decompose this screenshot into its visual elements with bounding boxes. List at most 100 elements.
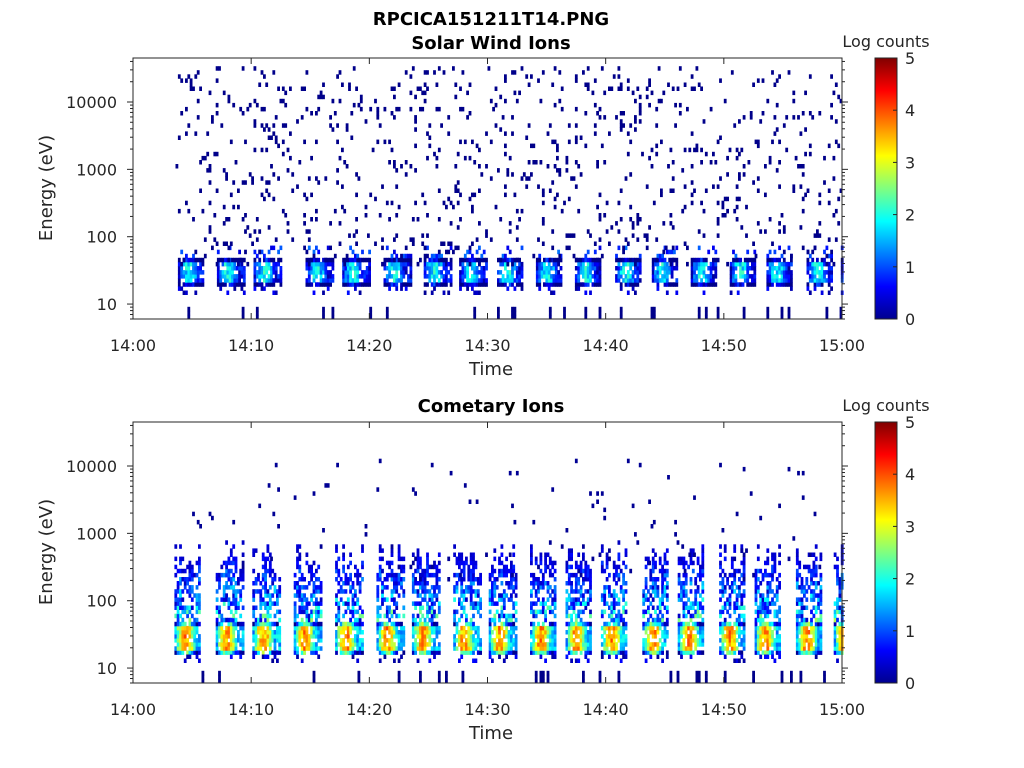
spectrogram-cell — [723, 621, 727, 627]
spectrogram-cell — [416, 613, 420, 619]
spectrogram-cell — [219, 286, 223, 291]
spectrogram-cell — [471, 257, 474, 263]
spectrogram-cell — [248, 172, 252, 177]
spectrogram-cell — [244, 213, 247, 218]
spectrogram-cell — [532, 638, 536, 643]
spectrogram-cell — [651, 266, 655, 271]
spectrogram-cell — [582, 266, 585, 271]
spectrogram-cell — [701, 560, 705, 566]
spectrogram-cell — [239, 654, 243, 659]
spectrogram-cell — [499, 261, 503, 267]
spectrogram-cell — [539, 552, 543, 557]
spectrogram-cell — [780, 310, 784, 316]
spectrogram-cell — [471, 286, 474, 291]
spectrogram-cell — [234, 650, 238, 655]
spectrogram-cell — [222, 617, 226, 623]
spectrogram-cell — [376, 646, 380, 651]
spectrogram-cell — [198, 634, 201, 639]
spectrogram-cell — [615, 221, 618, 226]
spectrogram-cell — [622, 650, 625, 655]
spectrogram-cell — [239, 613, 243, 619]
spectrogram-cell — [690, 270, 694, 275]
spectrogram-cell — [466, 257, 469, 263]
spectrogram-cell — [430, 270, 434, 275]
spectrogram-cell — [553, 585, 557, 590]
spectrogram-cell — [610, 642, 614, 647]
spectrogram-cell — [539, 634, 543, 639]
spectrogram-cell — [636, 221, 640, 226]
spectrogram-cell — [235, 274, 239, 279]
spectrogram-cell — [624, 654, 628, 659]
spectrogram-cell — [584, 638, 588, 643]
spectrogram-cell — [491, 650, 494, 655]
spectrogram-cell — [617, 266, 621, 271]
spectrogram-cell — [395, 274, 399, 279]
spectrogram-cell — [650, 310, 654, 316]
spectrogram-cell — [467, 589, 471, 594]
spectrogram-cell — [411, 630, 415, 635]
spectrogram-cell — [472, 613, 475, 619]
spectrogram-cell — [248, 233, 252, 238]
spectrogram-cell — [577, 261, 581, 267]
spectrogram-cell — [574, 581, 578, 586]
spectrogram-cell — [433, 642, 436, 647]
spectrogram-cell — [467, 572, 471, 578]
spectrogram-cell — [349, 261, 352, 267]
spectrogram-cell — [266, 593, 270, 598]
spectrogram-cell — [279, 274, 283, 279]
spectrogram-cell — [638, 261, 642, 267]
spectrogram-cell — [226, 261, 230, 267]
spectrogram-cell — [501, 115, 505, 120]
spectrogram-cell — [393, 257, 396, 263]
spectrogram-cell — [696, 560, 700, 566]
spectrogram-cell — [395, 621, 399, 627]
spectrogram-cell — [642, 609, 646, 615]
spectrogram-cell — [610, 613, 614, 619]
spectrogram-cell — [785, 270, 789, 275]
spectrogram-cell — [265, 123, 269, 128]
spectrogram-cell — [472, 601, 475, 606]
spectrogram-cell — [190, 577, 194, 582]
spectrogram-cell — [390, 646, 394, 651]
spectrogram-cell — [305, 642, 309, 647]
spectrogram-cell — [303, 646, 306, 651]
spectrogram-cell — [419, 650, 422, 655]
spectrogram-cell — [661, 593, 664, 598]
spectrogram-cell — [345, 123, 349, 128]
spectrogram-cell — [472, 625, 475, 631]
spectrogram-cell — [183, 642, 187, 647]
spectrogram-cell — [645, 237, 649, 242]
spectrogram-cell — [435, 274, 439, 279]
spectrogram-cell — [255, 310, 259, 316]
spectrogram-cell — [565, 245, 569, 251]
spectrogram-cell — [577, 266, 581, 271]
spectrogram-cell — [341, 147, 344, 153]
spectrogram-cell — [259, 593, 263, 598]
spectrogram-cell — [472, 564, 475, 570]
x-tick-label: 14:20 — [346, 336, 392, 355]
spectrogram-cell — [619, 642, 623, 647]
spectrogram-cell — [537, 646, 540, 651]
spectrogram-cell — [584, 278, 588, 283]
spectrogram-cell — [567, 630, 571, 635]
spectrogram-cell — [354, 278, 357, 283]
spectrogram-cell — [605, 650, 609, 655]
spectrogram-cell — [709, 160, 713, 165]
spectrogram-cell — [511, 282, 514, 287]
spectrogram-cell — [293, 585, 297, 590]
spectrogram-cell — [349, 270, 352, 275]
spectrogram-cell — [761, 78, 765, 83]
spectrogram-cell — [215, 111, 219, 116]
spectrogram-cell — [773, 131, 777, 136]
spectrogram-cell — [346, 282, 350, 287]
spectrogram-cell — [421, 106, 425, 112]
spectrogram-cell — [572, 625, 576, 631]
spectrogram-cell — [355, 217, 358, 222]
spectrogram-cell — [675, 282, 679, 287]
spectrogram-cell — [498, 654, 501, 659]
spectrogram-cell — [693, 270, 696, 275]
spectrogram-cell — [183, 630, 187, 635]
spectrogram-cell — [183, 585, 187, 590]
spectrogram-cell — [239, 593, 243, 598]
spectrogram-cell — [651, 621, 655, 627]
